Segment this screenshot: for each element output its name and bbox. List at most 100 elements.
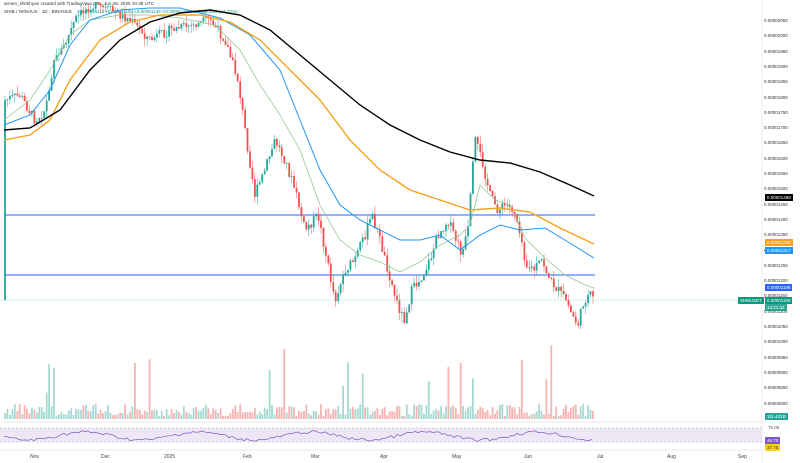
volume-bar [491,406,494,419]
volume-bar [550,345,553,419]
ma-mid-line [3,7,595,259]
candle-body [85,9,87,14]
time-label-sep: Sep [738,454,747,460]
volume-bar [239,404,242,419]
time-label-may: May [452,454,462,460]
time-label-jun: Jun [524,454,533,460]
volume-bar [170,408,173,419]
symbol-title[interactable]: SHIB / TetherUS · 1D · BINANCE [4,9,73,14]
time-label-nov: Nov [30,454,39,460]
volume-bar [484,412,487,419]
candle-body [305,221,308,230]
price-axis-label: 0.00001550 [764,171,788,176]
volume-bar [254,407,256,419]
candle-body [457,240,460,242]
volume-bar [420,404,423,419]
candle-body [251,167,254,180]
candle-body [516,214,518,222]
volume-bar [486,410,489,419]
volume-bar [23,404,26,419]
price-axis-label: 0.00000950 [764,354,788,360]
price-axis-label: 0.00001900 [764,63,788,69]
candle-body [11,94,14,97]
candle-body [13,93,16,95]
volume-bar [499,404,501,419]
candle-body [109,6,112,7]
volume-bar [249,411,251,419]
candle-body [349,260,352,270]
volume-bar [180,414,183,419]
volume-bar [413,404,415,419]
volume-bar [371,412,374,419]
volume-bar [102,413,104,419]
candle-body [420,280,423,283]
candle-body [75,15,77,23]
candle-body [440,231,442,239]
volume-bar [80,410,82,419]
volume-bar [209,414,212,419]
candle-body [403,312,406,323]
volume-bar [305,404,308,419]
volume-bar [415,405,418,419]
candle-body [261,174,264,183]
volume-bar [258,411,261,419]
volume-bar [329,414,332,419]
candle-body [579,308,582,326]
volume-bar [432,410,435,419]
candle-body [366,223,369,240]
candle-body [533,266,536,271]
candle-body [45,100,48,112]
candle-body [506,204,509,206]
candle-body [209,18,212,21]
candle-body [393,285,396,296]
candle-body [124,13,126,22]
volume-bar [552,415,555,419]
candle-body [452,222,455,231]
candle-body [160,30,163,31]
volume-bar [369,414,371,419]
volume-bar [156,410,158,419]
candle-body [168,25,170,37]
candle-body [550,277,553,279]
candle-body [565,294,567,301]
price-axis-label: 0.00001200 [764,278,788,284]
volume-bar [469,405,472,419]
volume-bar [116,414,119,419]
volume-bar [317,414,320,419]
volume-bar [26,408,28,419]
candle-body [574,316,577,323]
volume-bar [45,392,48,419]
candle-body [244,109,246,129]
volume-bar [55,415,58,419]
candle-body [339,284,342,294]
volume-bar [212,408,215,419]
candle-body [148,36,151,38]
candle-body [104,6,107,8]
candle-body [325,246,327,256]
candle-body [92,8,95,10]
volume-bar [251,412,254,419]
volume-bar [344,414,347,419]
candle-body [322,228,325,247]
volume-bar [119,412,122,419]
volume-bar [528,415,531,419]
countdown-tag: 13:21:32 [765,304,787,311]
candle-body [182,23,185,25]
volume-bar [592,411,594,419]
price-axis-label: 0.00001650 [764,140,788,146]
candle-body [38,118,41,122]
volume-bar [403,415,406,419]
candle-body [369,219,371,224]
volume-bar [136,409,139,419]
candle-body [190,25,193,26]
volume-bar [182,406,185,419]
candle-body [310,224,313,228]
candle-body [347,269,349,273]
volume-bar [124,404,126,419]
volume-bar [464,410,467,419]
volume-bar [582,404,585,419]
volume-bar [72,415,75,419]
candle-body [116,11,119,13]
